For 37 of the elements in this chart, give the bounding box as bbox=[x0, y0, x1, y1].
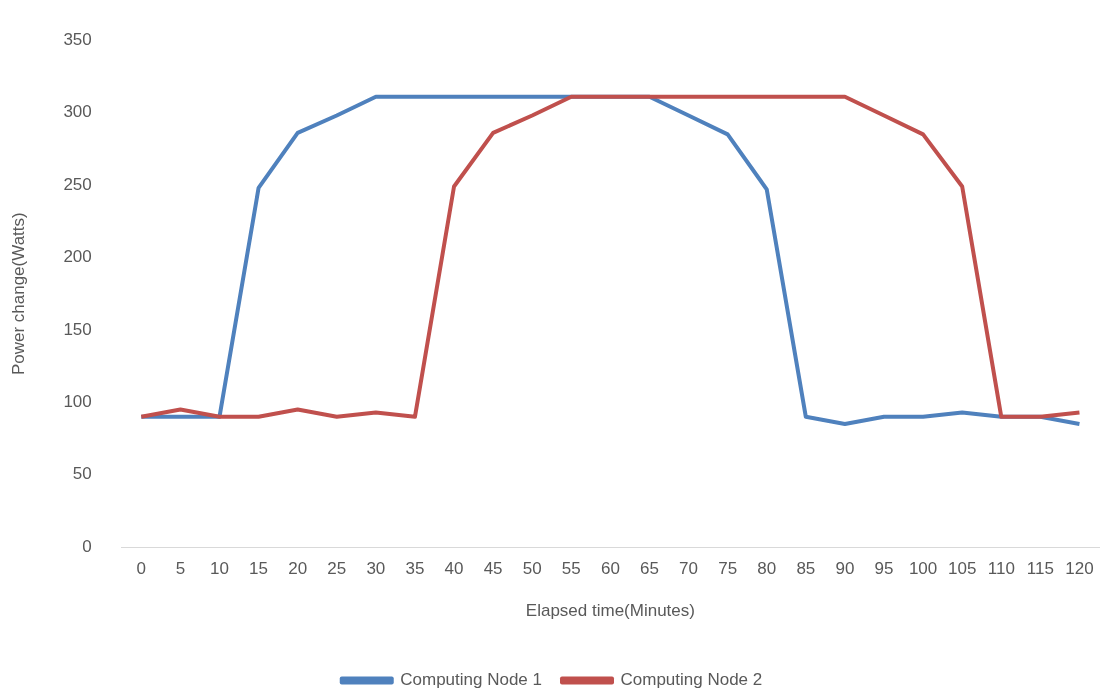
x-tick-label: 0 bbox=[136, 559, 147, 579]
x-tick-label: 105 bbox=[948, 559, 977, 579]
x-tick-label: 55 bbox=[561, 559, 581, 579]
y-tick-label: 200 bbox=[63, 247, 92, 267]
x-tick-label: 5 bbox=[175, 559, 186, 579]
x-tick-label: 120 bbox=[1065, 559, 1094, 579]
legend-label: Computing Node 1 bbox=[400, 670, 543, 690]
x-tick-label: 70 bbox=[679, 559, 699, 579]
y-tick-label: 250 bbox=[63, 174, 92, 194]
y-tick-label: 350 bbox=[63, 29, 92, 49]
x-tick-label: 80 bbox=[757, 559, 777, 579]
x-tick-label: 20 bbox=[288, 559, 308, 579]
x-tick-label: 10 bbox=[210, 559, 229, 579]
x-tick-label: 95 bbox=[874, 559, 894, 579]
legend-label: Computing Node 2 bbox=[620, 670, 763, 690]
x-axis-title: Elapsed time(Minutes) bbox=[525, 601, 695, 621]
y-tick-label: 0 bbox=[82, 536, 92, 556]
x-tick-label: 45 bbox=[483, 559, 503, 579]
x-tick-label: 115 bbox=[1026, 559, 1054, 579]
x-tick-label: 25 bbox=[327, 559, 347, 579]
y-axis-title: Power change(Watts) bbox=[8, 212, 28, 376]
x-tick-label: 60 bbox=[600, 559, 620, 579]
x-tick-label: 15 bbox=[249, 559, 269, 579]
y-tick-label: 150 bbox=[63, 319, 92, 339]
x-tick-label: 30 bbox=[366, 559, 386, 579]
y-tick-label: 100 bbox=[63, 392, 92, 412]
x-tick-label: 110 bbox=[987, 559, 1015, 579]
x-tick-label: 50 bbox=[522, 559, 542, 579]
x-tick-label: 65 bbox=[640, 559, 659, 579]
x-tick-label: 90 bbox=[835, 559, 855, 579]
x-tick-label: 35 bbox=[405, 559, 425, 579]
x-tick-label: 40 bbox=[444, 559, 464, 579]
x-tick-label: 85 bbox=[796, 559, 816, 579]
x-tick-label: 75 bbox=[718, 559, 738, 579]
y-tick-label: 300 bbox=[63, 102, 92, 122]
y-tick-label: 50 bbox=[72, 464, 92, 484]
x-tick-label: 100 bbox=[908, 559, 938, 579]
